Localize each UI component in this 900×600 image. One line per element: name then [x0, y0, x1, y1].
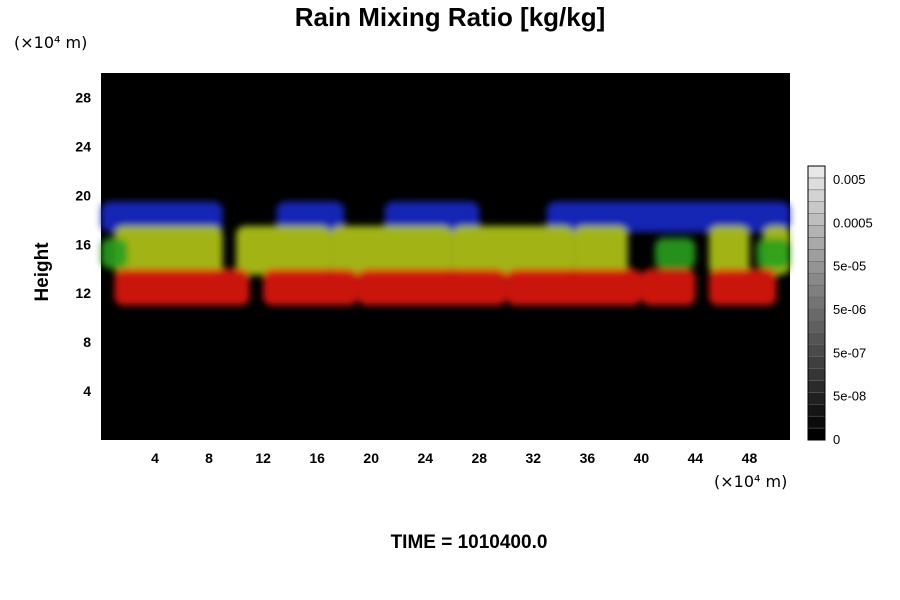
colorbar-step: [807, 225, 826, 238]
colorbar-tick-label: 5e-06: [833, 302, 866, 317]
x-tick-label: 40: [634, 450, 650, 466]
y-tick-label: 20: [75, 187, 91, 203]
colorbar-tick-label: 5e-08: [833, 389, 866, 404]
colorbar-step: [807, 284, 826, 298]
layer-1-segment-3: [452, 225, 574, 275]
colorbar-step: [807, 368, 826, 381]
x-tick-label: 8: [205, 450, 213, 466]
colorbar-step: [807, 427, 826, 441]
colorbar-step: [807, 213, 826, 226]
colorbar-step: [807, 177, 826, 191]
colorbar-step: [807, 356, 826, 369]
colorbar: [807, 165, 826, 441]
y-tick-label: 28: [75, 89, 91, 105]
colorbar-step: [807, 165, 826, 179]
layer-0-segment-2: [384, 201, 480, 233]
x-tick-label: 44: [688, 450, 704, 466]
x-tick-label: 28: [471, 450, 487, 466]
colorbar-ticks: 0.005 0.0005 5e-05 5e-06 5e-07 5e-08 0: [833, 172, 873, 447]
colorbar-step: [807, 237, 826, 250]
layer-2-segment-0: [101, 238, 129, 269]
layer-3-segment-3: [506, 268, 642, 306]
time-label: TIME = 1010400.0: [390, 532, 548, 553]
colorbar-tick-label: 0.0005: [833, 215, 873, 230]
colorbar-step: [807, 344, 826, 357]
x-tick-label: 48: [742, 450, 758, 466]
x-tick-label: 24: [417, 450, 433, 466]
layer-3-segment-1: [263, 268, 358, 306]
y-axis-unit: (×10⁴ m): [14, 33, 88, 52]
layer-1-segment-5: [708, 225, 750, 275]
layer-1-segment-1: [236, 225, 331, 275]
layer-3-segment-4: [641, 268, 696, 306]
y-tick-label: 16: [75, 236, 91, 252]
colorbar-tick-label: 0: [833, 432, 840, 447]
layer-0-segment-3: [546, 201, 790, 233]
colorbar-tick-label: 5e-05: [833, 259, 866, 274]
colorbar-step: [807, 380, 826, 393]
colorbar-step: [807, 320, 826, 334]
layer-1-segment-4: [573, 225, 628, 275]
colorbar-tick-label: 0.005: [833, 172, 866, 187]
y-tick-label: 24: [75, 138, 91, 154]
layer-3-segment-2: [357, 268, 507, 306]
y-ticks: 4 8 12 16 20 24 28: [75, 89, 91, 399]
y-tick-label: 12: [75, 285, 91, 301]
chart-title: Rain Mixing Ratio [kg/kg]: [294, 2, 606, 32]
x-ticks: 4 8 12 16 20 24 28 32 36 40 44 48: [151, 450, 757, 466]
x-tick-label: 16: [309, 450, 325, 466]
x-tick-label: 36: [580, 450, 596, 466]
colorbar-step: [807, 296, 826, 310]
layer-2-segment-1: [654, 238, 696, 269]
x-tick-label: 12: [255, 450, 271, 466]
x-tick-label: 4: [151, 450, 159, 466]
layer-1-segment-0: [114, 225, 223, 275]
colorbar-step: [807, 249, 826, 262]
y-tick-label: 8: [83, 334, 91, 350]
colorbar-frame: [807, 165, 826, 441]
colorbar-step: [807, 308, 826, 322]
colorbar-step: [807, 332, 826, 345]
x-axis-unit: (×10⁴ m): [714, 472, 788, 491]
colorbar-step: [807, 272, 826, 286]
colorbar-step: [807, 189, 826, 202]
data-layers: [101, 201, 790, 306]
layer-3-segment-0: [114, 268, 250, 306]
layer-2-segment-2: [756, 238, 790, 269]
layer-1-segment-2: [330, 225, 453, 275]
colorbar-step: [807, 415, 826, 429]
layer-3-segment-5: [708, 268, 777, 306]
colorbar-step: [807, 404, 826, 417]
colorbar-step: [807, 201, 826, 214]
layer-0-segment-1: [276, 201, 345, 233]
layer-0-segment-0: [101, 201, 223, 233]
x-tick-label: 32: [526, 450, 542, 466]
colorbar-tick-label: 5e-07: [833, 345, 866, 360]
colorbar-step: [807, 261, 826, 274]
x-tick-label: 20: [363, 450, 379, 466]
y-tick-label: 4: [83, 383, 91, 399]
colorbar-step: [807, 392, 826, 405]
